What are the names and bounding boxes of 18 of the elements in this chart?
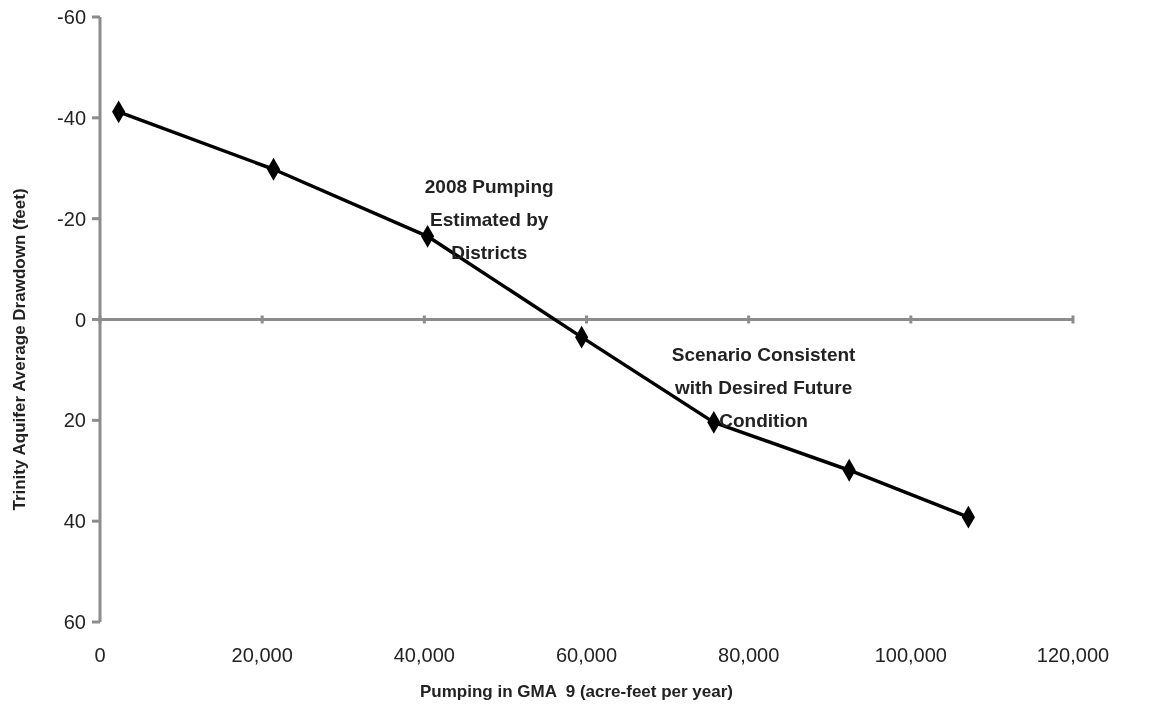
annotation: Scenario Consistent with Desired Future Condition xyxy=(671,344,857,431)
x-tick-label: 60,000 xyxy=(555,644,618,666)
annotation: 2008 Pumping Estimated by Districts xyxy=(424,176,554,263)
x-tick-label: 20,000 xyxy=(231,644,293,666)
y-tick-label: 0 xyxy=(74,308,86,331)
y-tick-label: 20 xyxy=(63,409,86,432)
y-tick-label: 60 xyxy=(63,611,86,633)
y-tick-label: -40 xyxy=(57,106,86,129)
y-tick-label: 40 xyxy=(63,510,86,533)
x-tick-label: 120,000 xyxy=(1036,644,1110,666)
x-axis-title: Pumping in GMA 9 (acre-feet per year) xyxy=(420,682,733,701)
x-tick-label: 80,000 xyxy=(718,644,780,666)
x-tick-label: 0 xyxy=(94,644,106,666)
y-tick-label: -20 xyxy=(57,207,86,230)
y-axis-title: Trinity Aquifer Average Drawdown (feet) xyxy=(10,188,29,511)
x-tick-label: 100,000 xyxy=(874,644,947,666)
y-tick-label: -60 xyxy=(57,6,86,28)
x-tick-label: 40,000 xyxy=(393,644,455,666)
